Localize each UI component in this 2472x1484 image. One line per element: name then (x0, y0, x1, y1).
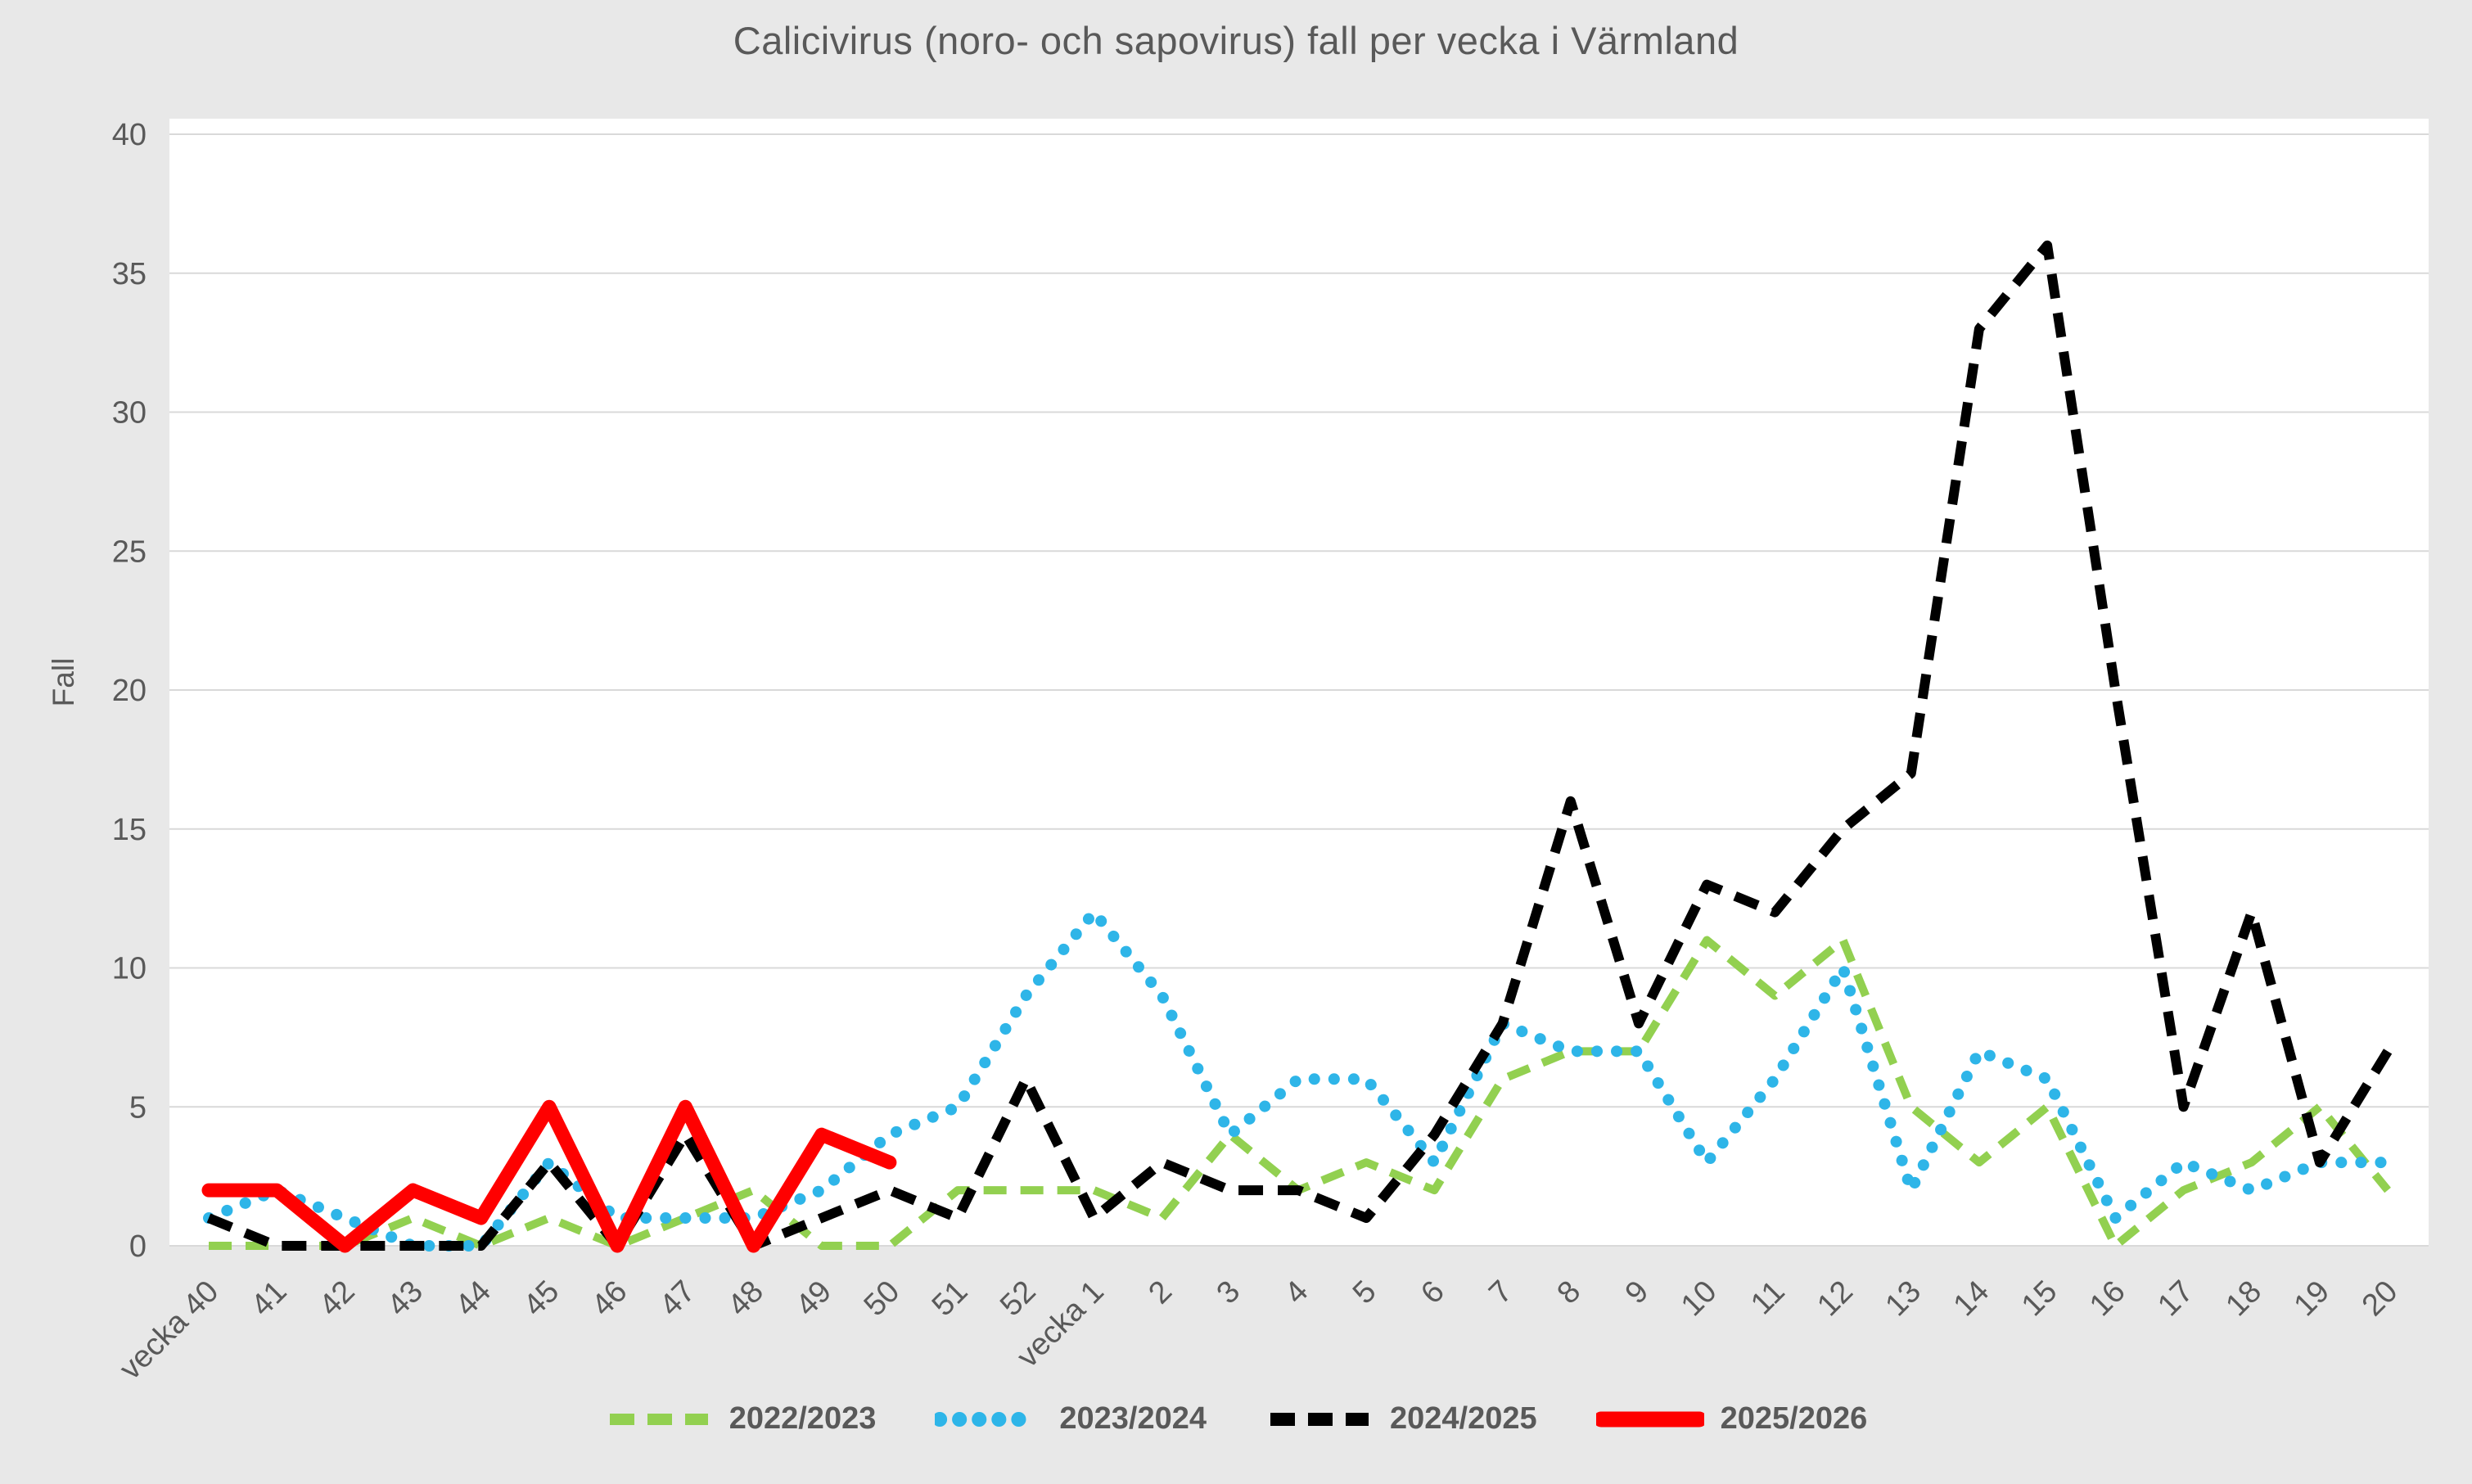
x-tick-label-42: 42 (313, 1274, 362, 1324)
legend-swatch-2024-2025 (1270, 1412, 1369, 1426)
x-tick-label-9: 9 (1619, 1274, 1656, 1311)
x-tick-label-15: 15 (2015, 1274, 2064, 1324)
legend-label: 2025/2026 (1720, 1401, 1868, 1436)
x-tick-label-52: 52 (994, 1274, 1043, 1324)
y-tick-label-10: 10 (112, 952, 147, 986)
chart-title: Calicivirus (noro- och sapovirus) fall p… (733, 19, 1739, 62)
legend-swatch-2025-2026 (1595, 1411, 1704, 1427)
x-tick-label-8: 8 (1551, 1274, 1588, 1311)
x-tick-label-46: 46 (585, 1274, 634, 1324)
x-tick-label-13: 13 (1879, 1274, 1928, 1324)
x-tick-label-49: 49 (789, 1274, 838, 1324)
legend-item-2023-2024: 2023/2024 (935, 1401, 1207, 1437)
legend-item-2022-2023: 2022/2023 (605, 1401, 877, 1437)
x-tick-label-7: 7 (1482, 1274, 1519, 1311)
legend-swatch-2022-2023 (609, 1413, 708, 1425)
x-tick-label-43: 43 (381, 1274, 430, 1324)
x-tick-label-12: 12 (1811, 1274, 1860, 1324)
x-tick-label-50: 50 (858, 1274, 907, 1324)
chart-legend: 2022/2023 2023/2024 2024/2025 2025/2026 (0, 1401, 2472, 1437)
x-tick-label-4: 4 (1279, 1274, 1315, 1311)
y-tick-label-15: 15 (112, 813, 147, 847)
y-axis-title: Fall (47, 658, 80, 707)
x-tick-label-47: 47 (653, 1274, 702, 1324)
series-line-2023-2024 (203, 906, 2394, 1252)
x-tick-label-14: 14 (1947, 1274, 1996, 1324)
legend-item-2025-2026: 2025/2026 (1595, 1401, 1868, 1437)
x-tick-label-10: 10 (1675, 1274, 1724, 1324)
x-tick-label-44: 44 (449, 1274, 498, 1324)
x-tick-label-48: 48 (721, 1274, 770, 1324)
x-tick-label-17: 17 (2151, 1274, 2200, 1324)
legend-label: 2022/2023 (729, 1401, 877, 1436)
y-tick-label-0: 0 (129, 1229, 147, 1264)
x-tick-label-45: 45 (517, 1274, 566, 1324)
x-tick-label-2: 2 (1142, 1274, 1179, 1311)
x-tick-label-vecka-40: vecka 40 (113, 1274, 225, 1387)
plot-area (169, 119, 2429, 1246)
legend-label: 2024/2025 (1390, 1401, 1537, 1436)
legend-item-2024-2025: 2024/2025 (1265, 1401, 1537, 1437)
x-tick-label-20: 20 (2356, 1274, 2405, 1324)
legend-label: 2023/2024 (1059, 1401, 1207, 1436)
y-tick-label-20: 20 (112, 674, 147, 708)
x-tick-label-41: 41 (245, 1274, 294, 1324)
x-tick-label-51: 51 (926, 1274, 975, 1324)
x-tick-label-6: 6 (1414, 1274, 1451, 1311)
series-line-2024-2025 (206, 240, 2393, 1251)
series-line-2025-2026 (201, 1099, 897, 1253)
y-tick-label-30: 30 (112, 396, 147, 431)
y-tick-label-25: 25 (112, 535, 147, 569)
x-tick-label-11: 11 (1744, 1274, 1792, 1322)
x-tick-label-19: 19 (2288, 1274, 2337, 1324)
y-tick-label-5: 5 (129, 1090, 147, 1125)
x-tick-label-18: 18 (2219, 1274, 2268, 1324)
y-tick-label-40: 40 (112, 118, 147, 152)
x-tick-label-16: 16 (2083, 1274, 2132, 1324)
x-tick-label-3: 3 (1211, 1274, 1247, 1311)
x-tick-label-5: 5 (1347, 1274, 1383, 1311)
legend-swatch-2023-2024 (935, 1411, 1044, 1427)
y-tick-label-35: 35 (112, 257, 147, 291)
